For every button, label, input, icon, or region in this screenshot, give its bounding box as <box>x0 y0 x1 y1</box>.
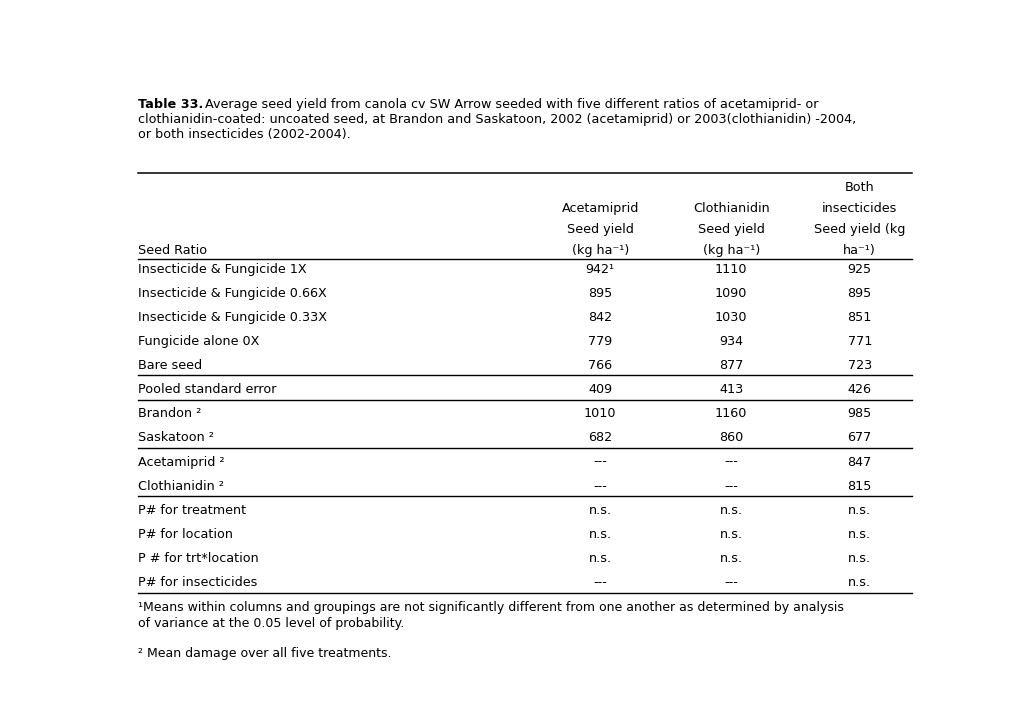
Text: 985: 985 <box>848 407 871 420</box>
Text: Seed yield (kg: Seed yield (kg <box>814 223 905 236</box>
Text: Saskatoon ²: Saskatoon ² <box>137 431 214 444</box>
Text: (kg ha⁻¹): (kg ha⁻¹) <box>702 244 760 257</box>
Text: Insecticide & Fungicide 1X: Insecticide & Fungicide 1X <box>137 263 306 276</box>
Text: Both: Both <box>845 182 874 194</box>
Text: n.s.: n.s. <box>589 504 611 517</box>
Text: n.s.: n.s. <box>848 576 871 589</box>
Text: 851: 851 <box>848 310 871 324</box>
Text: 895: 895 <box>588 287 612 300</box>
Text: 1110: 1110 <box>715 263 748 276</box>
Text: Table 33.: Table 33. <box>137 98 203 110</box>
Text: 771: 771 <box>848 335 871 348</box>
Text: 860: 860 <box>719 431 743 444</box>
Text: 409: 409 <box>588 383 612 396</box>
Text: 934: 934 <box>719 335 743 348</box>
Text: Bare seed: Bare seed <box>137 359 202 372</box>
Text: n.s.: n.s. <box>720 552 742 565</box>
Text: ² Mean damage over all five treatments.: ² Mean damage over all five treatments. <box>137 646 391 660</box>
Text: 1030: 1030 <box>715 310 748 324</box>
Text: ---: --- <box>593 480 607 493</box>
Text: P # for trt*location: P # for trt*location <box>137 552 258 565</box>
Text: 413: 413 <box>719 383 743 396</box>
Text: 1160: 1160 <box>715 407 748 420</box>
Text: Brandon ²: Brandon ² <box>137 407 201 420</box>
Text: 895: 895 <box>848 287 871 300</box>
Text: Average seed yield from canola cv SW Arrow seeded with five different ratios of : Average seed yield from canola cv SW Arr… <box>201 98 818 110</box>
Text: 682: 682 <box>588 431 612 444</box>
Text: Clothianidin: Clothianidin <box>693 202 769 215</box>
Text: 847: 847 <box>848 456 871 468</box>
Text: n.s.: n.s. <box>848 528 871 541</box>
Text: P# for treatment: P# for treatment <box>137 504 246 517</box>
Text: clothianidin-coated: uncoated seed, at Brandon and Saskatoon, 2002 (acetamiprid): clothianidin-coated: uncoated seed, at B… <box>137 113 856 126</box>
Text: 925: 925 <box>848 263 871 276</box>
Text: 677: 677 <box>848 431 871 444</box>
Text: 766: 766 <box>588 359 612 372</box>
Text: 815: 815 <box>848 480 871 493</box>
Text: Acetamiprid ²: Acetamiprid ² <box>137 456 224 468</box>
Text: Seed yield: Seed yield <box>697 223 765 236</box>
Text: ¹Means within columns and groupings are not significantly different from one ano: ¹Means within columns and groupings are … <box>137 602 844 614</box>
Text: n.s.: n.s. <box>848 504 871 517</box>
Text: Acetamiprid: Acetamiprid <box>561 202 639 215</box>
Text: 1010: 1010 <box>584 407 616 420</box>
Text: n.s.: n.s. <box>720 528 742 541</box>
Text: 942¹: 942¹ <box>586 263 614 276</box>
Text: ---: --- <box>593 456 607 468</box>
Text: Pooled standard error: Pooled standard error <box>137 383 276 396</box>
Text: n.s.: n.s. <box>589 552 611 565</box>
Text: Fungicide alone 0X: Fungicide alone 0X <box>137 335 259 348</box>
Text: n.s.: n.s. <box>720 504 742 517</box>
Text: of variance at the 0.05 level of probability.: of variance at the 0.05 level of probabi… <box>137 617 403 629</box>
Text: ha⁻¹): ha⁻¹) <box>844 244 877 257</box>
Text: Insecticide & Fungicide 0.33X: Insecticide & Fungicide 0.33X <box>137 310 327 324</box>
Text: or both insecticides (2002-2004).: or both insecticides (2002-2004). <box>137 128 350 141</box>
Text: 779: 779 <box>588 335 612 348</box>
Text: 842: 842 <box>588 310 612 324</box>
Text: Clothianidin ²: Clothianidin ² <box>137 480 223 493</box>
Text: 877: 877 <box>719 359 743 372</box>
Text: n.s.: n.s. <box>848 552 871 565</box>
Text: Seed yield: Seed yield <box>566 223 634 236</box>
Text: 1090: 1090 <box>715 287 748 300</box>
Text: P# for insecticides: P# for insecticides <box>137 576 257 589</box>
Text: (kg ha⁻¹): (kg ha⁻¹) <box>571 244 629 257</box>
Text: ---: --- <box>724 480 738 493</box>
Text: ---: --- <box>724 456 738 468</box>
Text: n.s.: n.s. <box>589 528 611 541</box>
Text: Seed Ratio: Seed Ratio <box>137 244 207 257</box>
Text: Insecticide & Fungicide 0.66X: Insecticide & Fungicide 0.66X <box>137 287 327 300</box>
Text: 426: 426 <box>848 383 871 396</box>
Text: ---: --- <box>593 576 607 589</box>
Text: ---: --- <box>724 576 738 589</box>
Text: insecticides: insecticides <box>822 202 897 215</box>
Text: 723: 723 <box>848 359 871 372</box>
Text: P# for location: P# for location <box>137 528 232 541</box>
